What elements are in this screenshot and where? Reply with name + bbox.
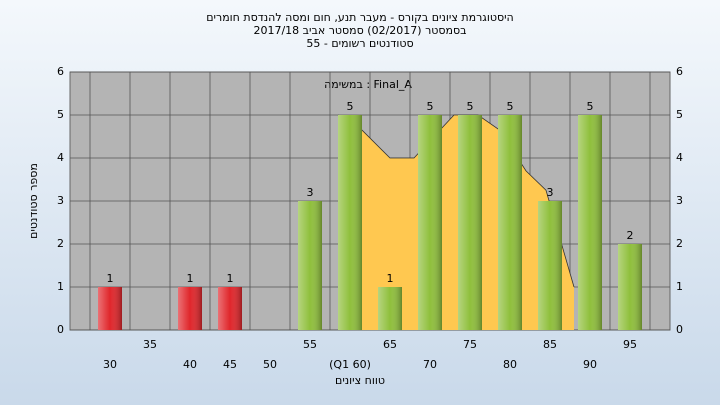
y-tick-label: 5 (57, 108, 64, 121)
x-tick-label: 75 (463, 338, 477, 351)
bar-shade (218, 287, 242, 330)
value-label: 5 (427, 100, 434, 113)
y2-tick-label: 4 (676, 151, 683, 164)
value-label: 1 (387, 272, 394, 285)
x-tick-label: 85 (543, 338, 557, 351)
y2-tick-label: 5 (676, 108, 683, 121)
value-label: 1 (227, 272, 234, 285)
value-label: 3 (547, 186, 554, 199)
x-tick-label: (Q1 60) (329, 358, 371, 371)
title-line: היסטוגרמת ציונים בקורס - מעבר תנע, חום ו… (206, 11, 514, 24)
x-tick-label: 35 (143, 338, 157, 351)
y-tick-label: 1 (57, 280, 64, 293)
value-label: 5 (467, 100, 474, 113)
x-tick-label: 70 (423, 358, 437, 371)
bar-shade (298, 201, 322, 330)
y2-tick-label: 3 (676, 194, 683, 207)
y2-tick-label: 0 (676, 323, 683, 336)
x-tick-label: 55 (303, 338, 317, 351)
value-label: 1 (107, 272, 114, 285)
x-tick-label: 90 (583, 358, 597, 371)
y-tick-label: 0 (57, 323, 64, 336)
y-axis-label: מספר סטודנטים (27, 163, 40, 239)
y2-tick-label: 6 (676, 65, 683, 78)
bar-shade (618, 244, 642, 330)
x-tick-label: 50 (263, 358, 277, 371)
distribution-line (337, 114, 575, 288)
y2-tick-label: 2 (676, 237, 683, 250)
x-tick-label: 80 (503, 358, 517, 371)
value-label: 5 (587, 100, 594, 113)
y-tick-label: 2 (57, 237, 64, 250)
x-tick-label: 30 (103, 358, 117, 371)
value-label: 3 (307, 186, 314, 199)
x-tick-label: 65 (383, 338, 397, 351)
title-line: סטודנטים רשומים - 55 (306, 37, 413, 50)
bar-shade (178, 287, 202, 330)
value-label: 5 (507, 100, 514, 113)
value-label: 1 (187, 272, 194, 285)
y2-tick-label: 1 (676, 280, 683, 293)
value-label: 2 (627, 229, 634, 242)
bar-shade (578, 115, 602, 330)
bar-shade (338, 115, 362, 330)
title-line: בסמסטר (02/2017) סמסטר אביב 2017/18 (253, 24, 466, 37)
bar-shade (378, 287, 402, 330)
bar-shade (458, 115, 482, 330)
bar-shade (418, 115, 442, 330)
bar-shade (538, 201, 562, 330)
x-tick-label: 95 (623, 338, 637, 351)
x-tick-label: 40 (183, 358, 197, 371)
bar-shade (98, 287, 122, 330)
legend-text: במשימה : Final_A (324, 78, 412, 91)
y-tick-label: 6 (57, 65, 64, 78)
x-tick-label: 45 (223, 358, 237, 371)
y-tick-label: 4 (57, 151, 64, 164)
y-tick-label: 3 (57, 194, 64, 207)
bar-shade (498, 115, 522, 330)
x-axis-label: טווח ציונים (335, 374, 385, 387)
value-label: 5 (347, 100, 354, 113)
